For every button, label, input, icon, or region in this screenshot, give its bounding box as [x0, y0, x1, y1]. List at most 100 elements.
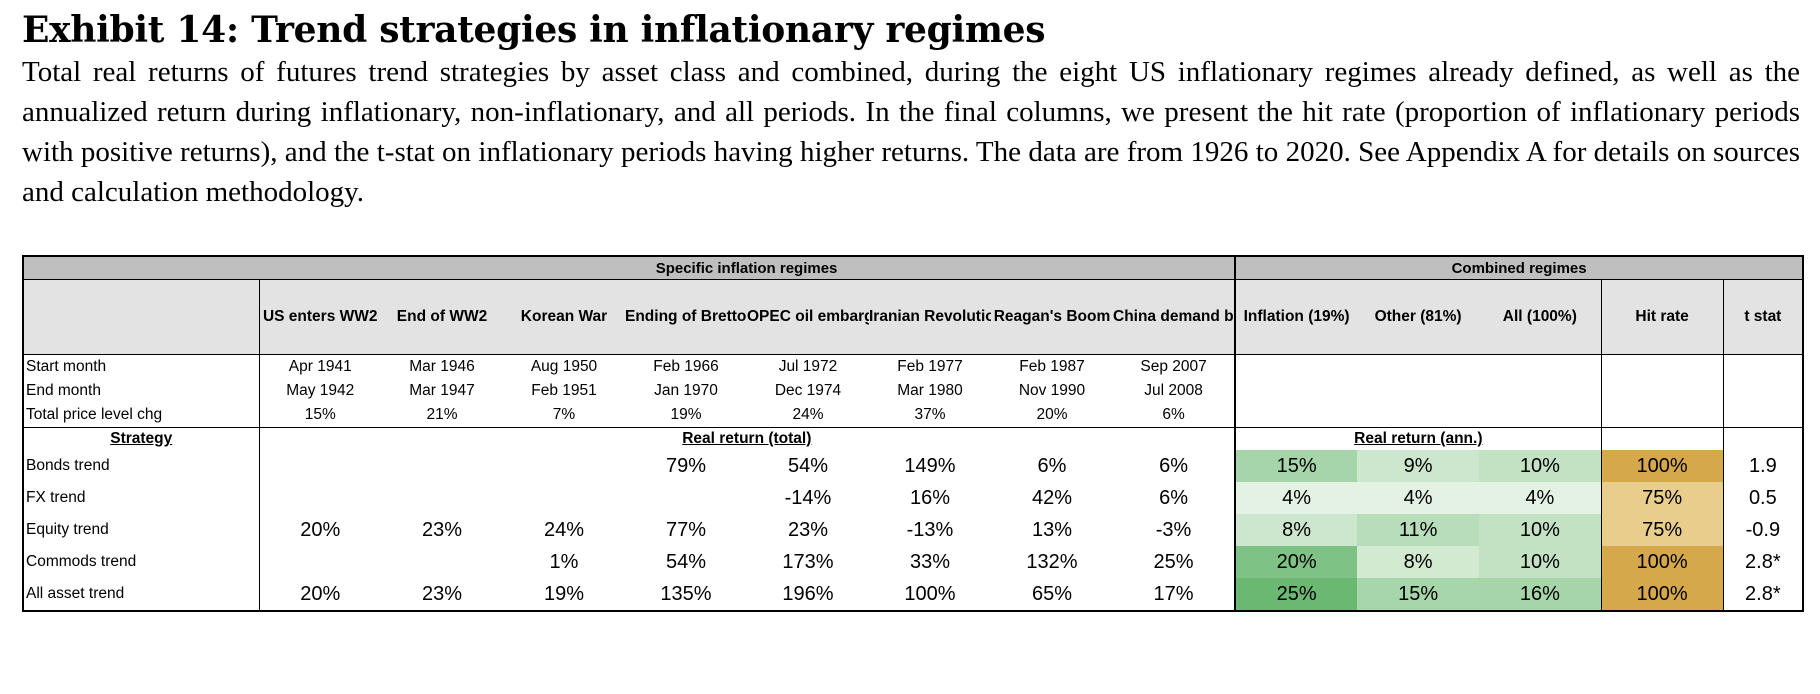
regime-return-cell: 149% — [904, 454, 956, 477]
regime-return-cell: 16% — [909, 486, 951, 509]
group-specific-label: Specific inflation regimes — [259, 255, 1236, 280]
group-combined-label: Combined regimes — [1234, 255, 1805, 280]
regime-return-cell: 6% — [1159, 454, 1188, 477]
meta-cell: Sep 2007 — [1140, 358, 1207, 375]
regime-header: Korean War — [503, 279, 625, 355]
strategy-label: Equity trend — [22, 514, 260, 546]
regime-return-cell: 1% — [549, 550, 579, 573]
meta-cell: Feb 1987 — [1019, 358, 1085, 375]
meta-cell: 20% — [1036, 406, 1068, 423]
meta-cell: Aug 1950 — [530, 358, 598, 375]
other-return-cell: 15% — [1357, 578, 1480, 612]
regime-dates-section: Start month Apr 1941 Mar 1946 Aug 1950 Feb 1… — [22, 354, 1805, 428]
regime-return-cell: 54% — [787, 454, 829, 477]
meta-cell: 15% — [304, 406, 336, 423]
meta-cell: 19% — [670, 406, 702, 423]
regime-header: Iranian Revolution — [869, 279, 991, 355]
meta-cell: Feb 1951 — [531, 382, 597, 399]
regime-return-cell: 135% — [625, 578, 747, 612]
column-header-row: US enters WW2 End of WW2 Korean War Endi… — [22, 279, 1805, 355]
meta-cell: Nov 1990 — [1018, 382, 1086, 399]
inflation-return-cell: 25% — [1234, 578, 1358, 612]
meta-cell: Dec 1974 — [774, 382, 842, 399]
regime-return-cell: 42% — [1031, 486, 1073, 509]
strategy-label: FX trend — [22, 482, 260, 514]
regime-return-cell — [259, 482, 381, 514]
hit-rate-header: Hit rate — [1600, 279, 1724, 355]
regime-return-cell — [625, 482, 747, 514]
meta-cell: 7% — [552, 406, 576, 423]
combined-header: Other (81%) — [1357, 279, 1480, 355]
all-return-cell: 16% — [1479, 578, 1602, 612]
regime-header: End of WW2 — [381, 279, 503, 355]
meta-cell: Mar 1946 — [409, 358, 475, 375]
hit-rate-cell: 100% — [1600, 546, 1724, 578]
regime-return-cell: 23% — [421, 518, 463, 541]
all-return-cell: 4% — [1479, 482, 1602, 514]
meta-cell: 6% — [1162, 406, 1185, 423]
t-stat-cell: 0.5 — [1722, 482, 1805, 514]
regime-return-cell — [381, 450, 503, 482]
t-stat-cell: -0.9 — [1722, 514, 1805, 546]
meta-row: Total price level chg 15% 21% 7% 19% 24% 37% 20… — [22, 403, 1805, 428]
section-subheader-row: Strategy Real return (total) Real return… — [22, 427, 1805, 450]
regime-return-cell: 20% — [259, 578, 381, 612]
meta-cell: Mar 1980 — [897, 382, 963, 399]
strategy-label: All asset trend — [22, 578, 260, 612]
other-return-cell: 9% — [1357, 450, 1480, 482]
regime-return-cell: 173% — [782, 550, 834, 573]
regime-return-cell — [381, 546, 503, 578]
meta-row-label: Total price level chg — [22, 403, 260, 428]
meta-cell: Feb 1977 — [897, 358, 963, 375]
hit-rate-cell: 100% — [1600, 450, 1724, 482]
t-stat-cell: 2.8* — [1722, 578, 1805, 612]
combined-header: Inflation (19%) — [1234, 279, 1358, 355]
regime-return-cell: 54% — [665, 550, 707, 573]
other-return-cell: 11% — [1357, 514, 1480, 546]
strategy-label: Commods trend — [22, 546, 260, 578]
exhibit-header: Exhibit 14: Trend strategies in inflatio… — [22, 8, 1802, 212]
t-stat-cell: 2.8* — [1722, 546, 1805, 578]
regime-return-cell: 25% — [1153, 550, 1194, 573]
strategy-row: All asset trend 20% 23% 19% 135% 196% 100% 65% 1… — [22, 578, 1805, 612]
regime-return-cell: -14% — [784, 486, 832, 509]
t-stat-cell: 1.9 — [1722, 450, 1805, 482]
regime-return-cell: 23% — [787, 518, 829, 541]
regime-header: China demand boom — [1113, 279, 1236, 355]
inflation-return-cell: 15% — [1234, 450, 1358, 482]
regime-return-cell — [503, 482, 625, 514]
meta-cell: 37% — [914, 406, 946, 423]
meta-cell: Jul 2008 — [1144, 382, 1203, 399]
regime-return-cell: 33% — [909, 550, 951, 573]
regime-return-cell: 196% — [747, 578, 869, 612]
strategy-returns-section: Bonds trend 79% 54% 149% 6% 6% 15% 9% 10% 100% 1.9… — [22, 450, 1805, 612]
regime-return-cell: 132% — [1026, 550, 1078, 573]
hit-rate-cell: 100% — [1600, 578, 1724, 612]
regime-return-cell: 100% — [869, 578, 991, 612]
regime-return-cell: -3% — [1155, 518, 1192, 541]
meta-cell: Jul 1972 — [778, 358, 838, 375]
meta-row-label: Start month — [22, 354, 260, 379]
meta-row-label: End month — [22, 379, 260, 403]
meta-cell: Apr 1941 — [288, 358, 352, 375]
strategy-row: Bonds trend 79% 54% 149% 6% 6% 15% 9% 10% 100% 1.9 — [22, 450, 1805, 482]
strategy-row: Equity trend 20% 23% 24% 77% 23% -13% 13% -3% 8% 1… — [22, 514, 1805, 546]
regime-return-cell: 77% — [665, 518, 707, 541]
meta-cell: 21% — [426, 406, 458, 423]
real-return-ann-label: Real return (ann.) — [1234, 427, 1602, 450]
exhibit-title: Exhibit 14: Trend strategies in inflatio… — [22, 9, 1046, 51]
meta-cell: 24% — [792, 406, 824, 423]
regime-header: US enters WW2 — [259, 279, 381, 355]
regime-return-cell — [259, 450, 381, 482]
all-return-cell: 10% — [1479, 546, 1602, 578]
hit-rate-cell: 75% — [1600, 482, 1724, 514]
strategy-row: FX trend -14% 16% 42% 6% 4% 4% 4% 75% 0.5 — [22, 482, 1805, 514]
regime-header: Ending of Bretton Woods — [625, 279, 747, 355]
regime-return-cell: 79% — [665, 454, 707, 477]
regime-return-cell — [503, 450, 625, 482]
regime-return-cell: -13% — [906, 518, 954, 541]
real-return-total-label: Real return (total) — [259, 427, 1236, 450]
meta-row: End month May 1942 Mar 1947 Feb 1951 Jan 197… — [22, 379, 1805, 403]
group-header-row: Specific inflation regimes Combined regi… — [22, 255, 1805, 280]
regime-return-cell: 13% — [1031, 518, 1073, 541]
